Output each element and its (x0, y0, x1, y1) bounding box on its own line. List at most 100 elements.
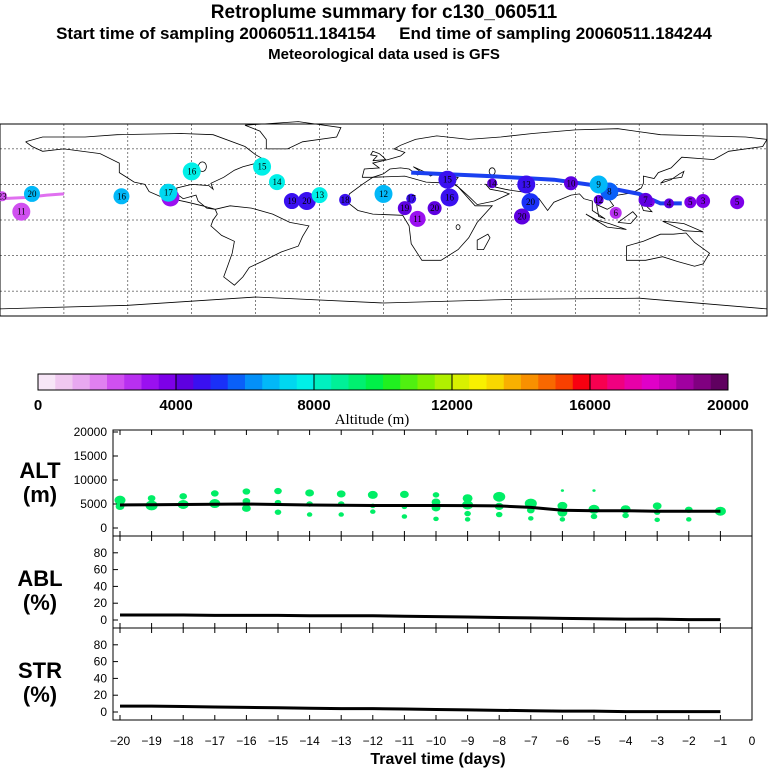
plume-centroid-dot (513, 208, 530, 225)
plume-altitude-blob (242, 504, 251, 512)
plume-centroid: 18 (339, 193, 352, 206)
plume-centroid-dot (339, 193, 352, 206)
plume-centroid-label: 18 (341, 195, 351, 205)
x-tick-label: −12 (363, 734, 384, 748)
coastline-path (476, 233, 491, 250)
plume-centroid-dot (182, 162, 201, 181)
x-tick-label: 0 (749, 734, 756, 748)
plume-centroid-dot (0, 191, 8, 202)
plume-altitude-blob (559, 517, 566, 522)
coastline-path (662, 220, 704, 233)
plume-centroid: 13 (517, 175, 536, 194)
coastline-path (244, 121, 342, 150)
plume-centroid-label: 16 (445, 192, 455, 202)
plume-altitude-blob (274, 509, 282, 515)
colorbar-axis-label: Altitude (m) (335, 412, 410, 428)
plume-centroid-label: 12 (379, 189, 388, 199)
plume-centroid-label: 20 (302, 196, 312, 206)
plume-centroid-dot (374, 184, 393, 203)
colorbar-swatch (624, 374, 643, 390)
panel-frame (112, 627, 753, 721)
y-tick-label: 40 (94, 579, 108, 593)
plume-centroid-dot (517, 175, 536, 194)
plume-centroid-label: 6 (613, 208, 618, 218)
plume-centroid-dot (487, 178, 498, 189)
coastline-path (210, 205, 310, 286)
colorbar-swatch (417, 374, 436, 390)
plume-centroid-label: 19 (287, 196, 297, 206)
plume-centroid: 17 (406, 193, 417, 204)
plume-centroid-dot (663, 198, 674, 209)
coastline-path (660, 170, 685, 184)
plume-centroid-label: 14 (272, 177, 282, 187)
plume-centroid-label: 20 (526, 197, 536, 207)
plume-centroid-dot (589, 175, 608, 194)
plume-centroid-dot (159, 183, 178, 202)
x-tick-label: −17 (205, 734, 226, 748)
y-tick-label: 60 (94, 563, 108, 577)
y-tick-label: 20000 (74, 425, 108, 439)
sampling-time-line: Start time of sampling 20060511.184154 E… (56, 24, 712, 43)
plume-altitude-blob (336, 490, 346, 498)
plume-centroid-dot (696, 194, 711, 209)
y-tick-label: 40 (94, 671, 108, 685)
panel-abl: 0 20 40 60 80 ABL(%) (17, 535, 753, 629)
plume-altitude-blob (495, 511, 503, 518)
plume-centroid: 20 (297, 192, 316, 211)
colorbar-swatch (227, 374, 246, 390)
plume-altitude-blob (401, 514, 408, 519)
colorbar-swatch (210, 374, 229, 390)
colorbar-swatch (486, 374, 505, 390)
y-tick-label: 20 (94, 688, 108, 702)
plume-altitude-blob (338, 512, 344, 517)
plume-centroid-label: 15 (258, 162, 268, 172)
x-tick-label: −3 (650, 734, 664, 748)
plume-centroid-label: 20 (517, 211, 527, 221)
plume-altitude-blob (431, 498, 441, 506)
colorbar-swatch (141, 374, 160, 390)
colorbar-tick-label: 8000 (297, 397, 330, 414)
x-tick-label: −8 (492, 734, 506, 748)
colorbar-swatch (452, 374, 470, 390)
plume-centroid-label: 16 (117, 191, 127, 201)
colorbar-swatch (38, 374, 56, 390)
plume-altitude-blob (305, 489, 314, 497)
plume-centroid-label: 5 (735, 197, 740, 207)
plume-centroid-label: 10 (566, 178, 576, 188)
x-tick-label: −10 (426, 734, 447, 748)
plume-centroid-label: 15 (443, 175, 453, 185)
plume-centroid: 12 (374, 184, 393, 203)
plume-centroid-dot (684, 196, 697, 209)
plume-centroid-label: 12 (594, 195, 603, 205)
colorbar-swatch (55, 374, 73, 390)
coastline-path (346, 175, 494, 261)
plume-centroid: 3 (696, 194, 711, 209)
time-series-panels: 05000100001500020000ALT(m)020406080ABL(%… (17, 425, 755, 768)
colorbar-swatch (710, 374, 729, 390)
x-tick-label: −13 (331, 734, 352, 748)
colorbar-swatch (521, 374, 539, 390)
plume-altitude-blob (147, 495, 156, 502)
plume-centroid: 5 (684, 196, 697, 209)
colorbar-swatch (124, 374, 142, 390)
x-tick-label: −7 (524, 734, 538, 748)
panel-label: ALT (19, 458, 61, 483)
plume-centroids: 1234567891011121314151617181920121314151… (0, 157, 745, 227)
plume-altitude-blob (179, 493, 188, 500)
coastline-path (25, 133, 268, 210)
plume-centroid-dot (297, 192, 316, 211)
x-tick-label: −19 (141, 734, 162, 748)
colorbar-swatch (383, 374, 401, 390)
plume-centroid-dot (311, 187, 328, 204)
colorbar-tick-label: 20000 (707, 397, 749, 414)
plume-centroid: 4 (663, 198, 674, 209)
plume-centroid-label: 20 (430, 203, 440, 213)
plume-centroid-label: 3 (701, 196, 706, 206)
colorbar-swatch (107, 374, 125, 390)
y-tick-label: 0 (100, 521, 107, 535)
plume-centroid: 15 (253, 157, 272, 176)
plume-altitude-blob (592, 489, 596, 492)
plume-centroid-label: 17 (164, 188, 174, 198)
panel-label: STR (18, 658, 62, 683)
